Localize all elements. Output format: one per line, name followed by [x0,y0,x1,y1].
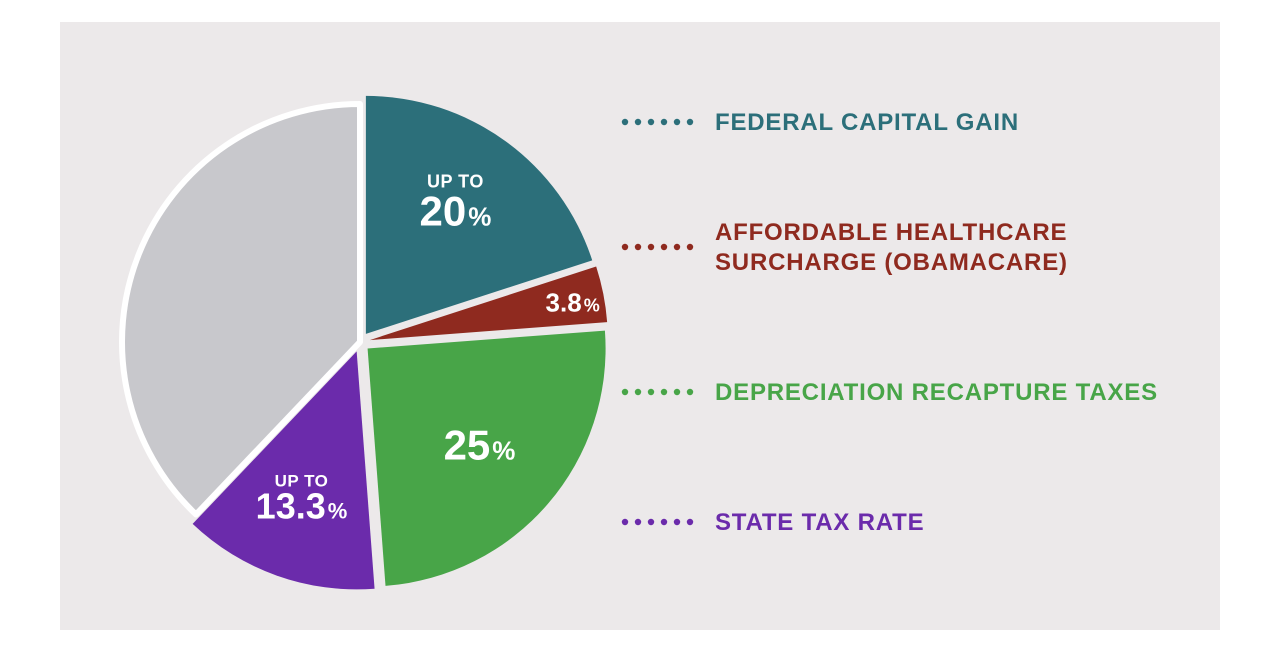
leader-aca [622,244,693,250]
leader-federal [622,119,693,125]
leader-depreciation [622,389,693,395]
legend-state: STATE TAX RATE [715,509,924,536]
tax-pie-chart: UP TO20%FEDERAL CAPITAL GAIN3.8%AFFORDAB… [60,22,1220,630]
slice-label-federal: UP TO20% [419,172,491,235]
chart-panel: UP TO20%FEDERAL CAPITAL GAIN3.8%AFFORDAB… [60,22,1220,630]
legend-depreciation: DEPRECIATION RECAPTURE TAXES [715,379,1158,406]
leader-state [622,519,693,525]
legend-federal: FEDERAL CAPITAL GAIN [715,109,1019,136]
legend-aca: AFFORDABLE HEALTHCARESURCHARGE (OBAMACAR… [715,219,1068,276]
